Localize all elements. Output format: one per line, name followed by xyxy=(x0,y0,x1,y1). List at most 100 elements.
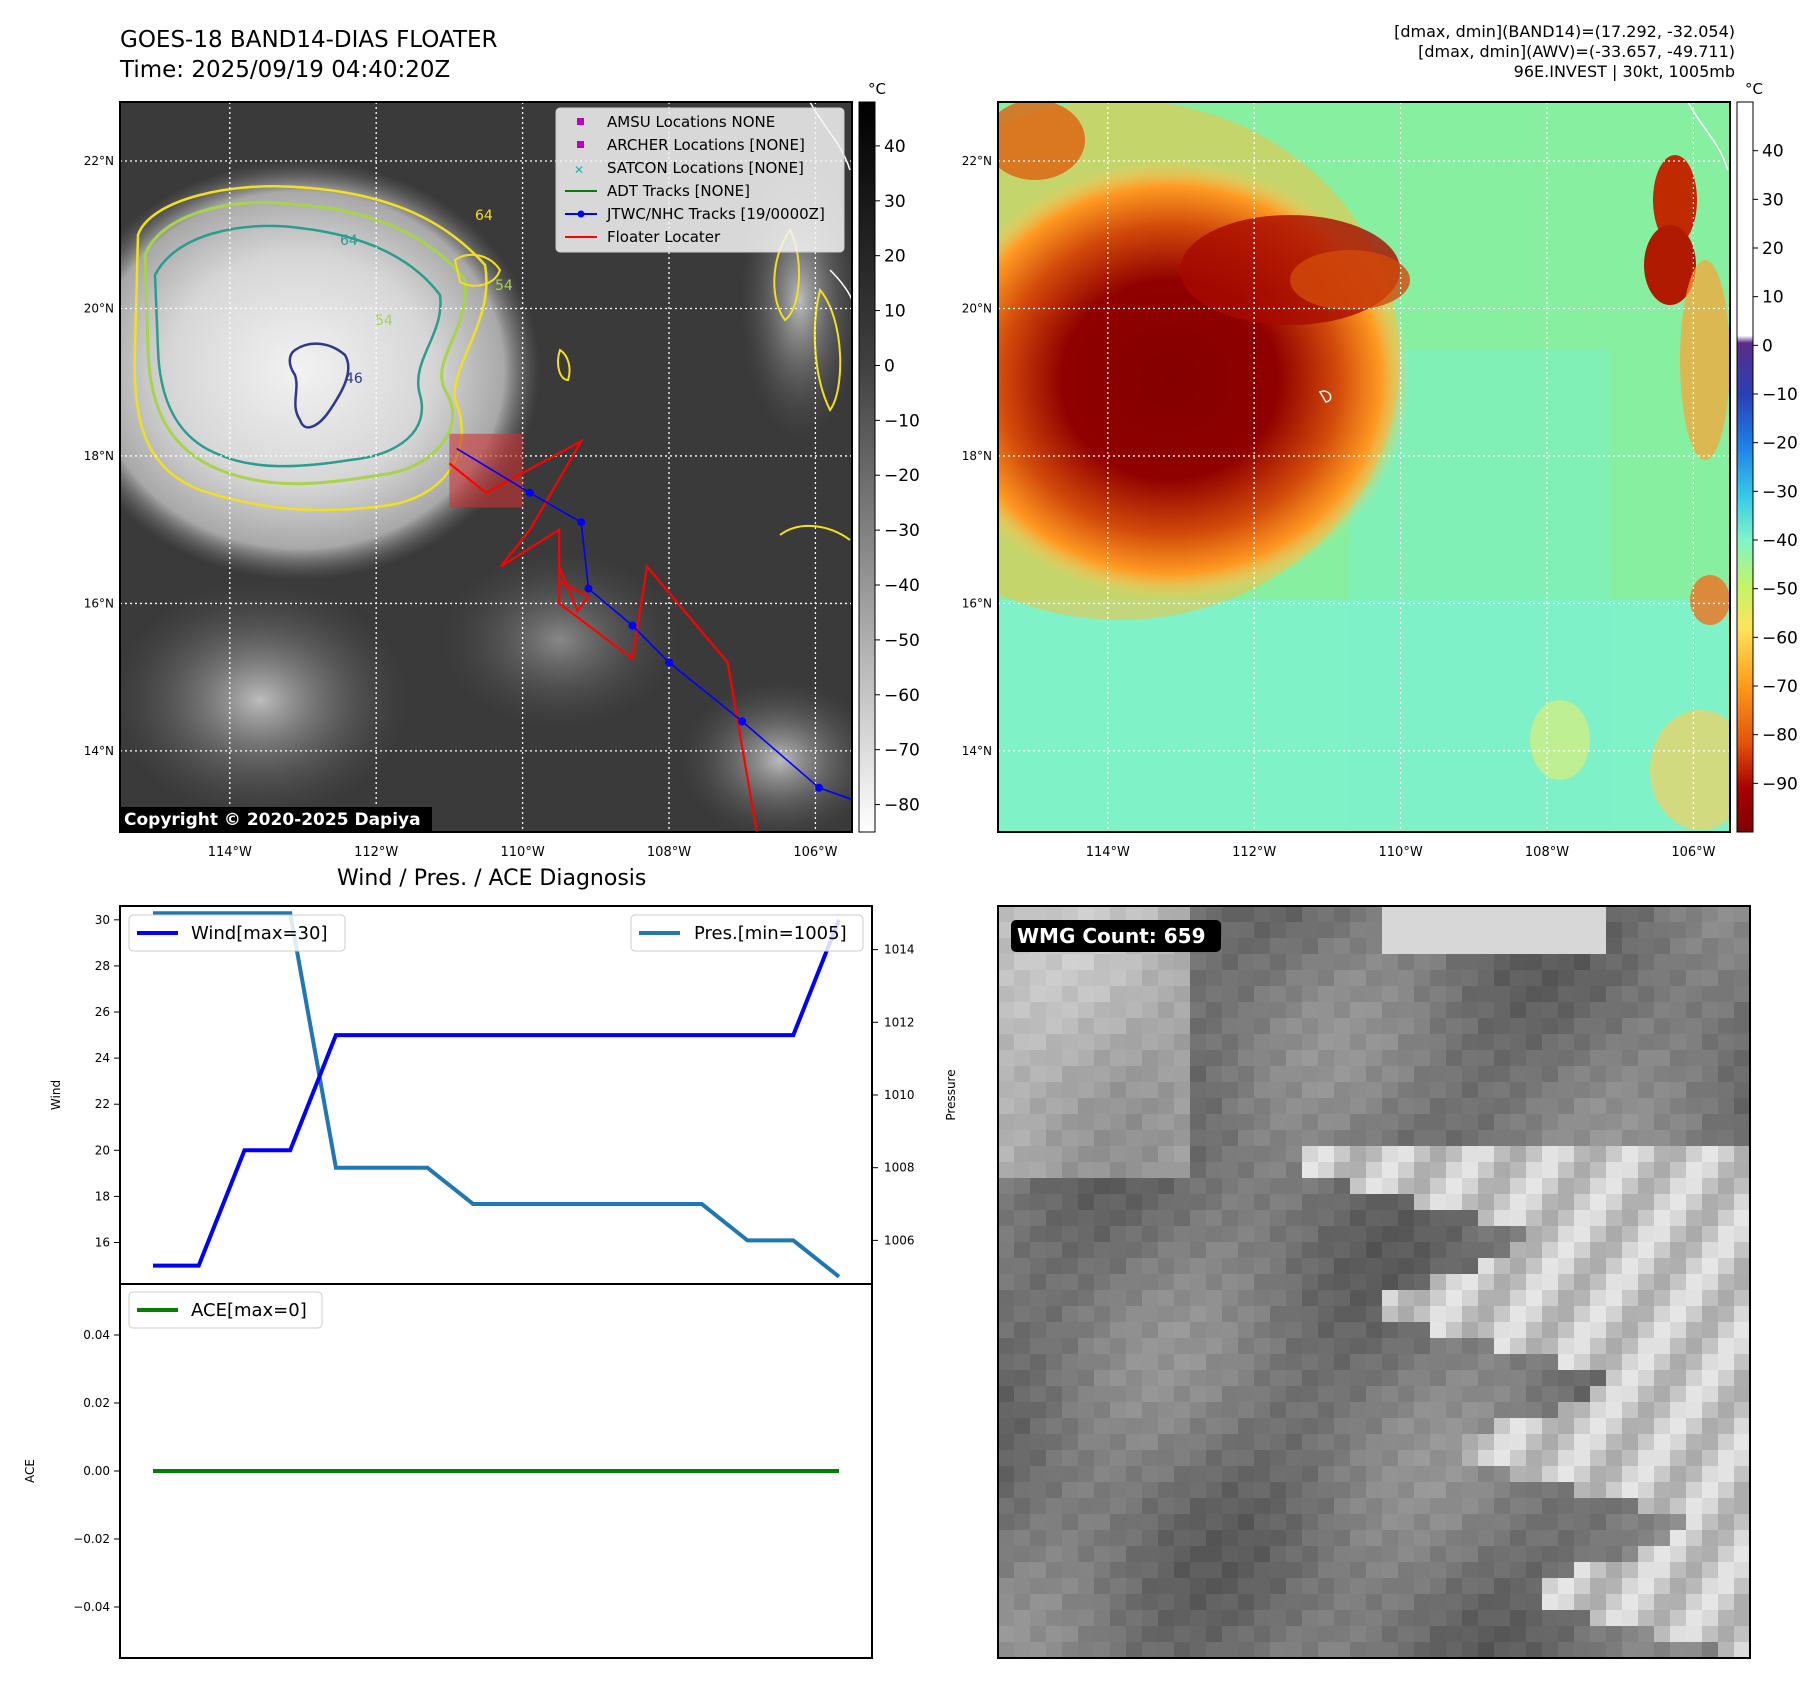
wmg-pixel xyxy=(1190,1530,1207,1547)
wmg-pixel xyxy=(1574,1002,1591,1019)
wmg-pixel xyxy=(1126,1450,1143,1467)
ace-tick-label: −0.04 xyxy=(73,1600,110,1614)
wmg-pixel xyxy=(1558,986,1575,1003)
wmg-pixel xyxy=(1558,1370,1575,1387)
wmg-pixel xyxy=(1046,1450,1063,1467)
wmg-pixel xyxy=(1734,1498,1750,1515)
wmg-pixel xyxy=(1078,1434,1095,1451)
wmg-pixel xyxy=(1046,1322,1063,1339)
wmg-pixel xyxy=(1702,1450,1719,1467)
wmg-pixel xyxy=(1030,1338,1047,1355)
wmg-pixel xyxy=(1446,1258,1463,1275)
wmg-pixel xyxy=(1462,1514,1479,1531)
wmg-pixel xyxy=(1382,906,1399,923)
wmg-pixel xyxy=(1622,1450,1639,1467)
wmg-pixel xyxy=(1702,1226,1719,1243)
wmg-pixel xyxy=(1062,1482,1079,1499)
wmg-pixel xyxy=(1686,1114,1703,1131)
wmg-pixel xyxy=(1158,1226,1175,1243)
wmg-pixel xyxy=(1670,1546,1687,1563)
wmg-pixel xyxy=(1526,1002,1543,1019)
wmg-pixel xyxy=(1622,1498,1639,1515)
wmg-pixel xyxy=(1238,1130,1255,1147)
wmg-pixel xyxy=(1382,1466,1399,1483)
colorbar-tick-label: −60 xyxy=(1762,628,1798,648)
wmg-pixel xyxy=(1654,1242,1671,1259)
wmg-pixel xyxy=(1606,1338,1623,1355)
wmg-pixel xyxy=(1014,1338,1031,1355)
wmg-pixel xyxy=(1094,1466,1111,1483)
wmg-pixel xyxy=(1206,1098,1223,1115)
wmg-pixel xyxy=(1190,1066,1207,1083)
wmg-pixel xyxy=(1430,970,1447,987)
wmg-pixel xyxy=(1590,1482,1607,1499)
wmg-pixel xyxy=(1542,1242,1559,1259)
wmg-pixel xyxy=(1222,922,1239,939)
wmg-pixel xyxy=(1014,1226,1031,1243)
wmg-pixel xyxy=(1510,1242,1527,1259)
wmg-pixel xyxy=(1062,970,1079,987)
wmg-pixel xyxy=(1606,1242,1623,1259)
wmg-pixel xyxy=(1190,1018,1207,1035)
wmg-pixel xyxy=(1494,1242,1511,1259)
wmg-pixel xyxy=(1046,1098,1063,1115)
wmg-pixel xyxy=(1702,1530,1719,1547)
wmg-pixel xyxy=(1286,1626,1303,1643)
wmg-pixel xyxy=(1462,1546,1479,1563)
wmg-pixel xyxy=(1398,1466,1415,1483)
wmg-pixel xyxy=(1526,906,1543,923)
wmg-pixel xyxy=(1398,970,1415,987)
wmg-pixel xyxy=(1222,1098,1239,1115)
ace-tick-label: −0.02 xyxy=(73,1532,110,1546)
wmg-pixel xyxy=(1558,1306,1575,1323)
jtwc-track-point xyxy=(584,584,593,593)
wmg-pixel xyxy=(1622,1578,1639,1595)
wmg-pixel xyxy=(1670,1162,1687,1179)
wmg-pixel xyxy=(1030,1594,1047,1611)
wmg-pixel xyxy=(1366,1370,1383,1387)
wmg-pixel xyxy=(1446,1242,1463,1259)
wmg-pixel xyxy=(1430,1034,1447,1051)
wmg-pixel xyxy=(1510,1226,1527,1243)
wmg-pixel xyxy=(1622,922,1639,939)
wmg-pixel xyxy=(1350,1178,1367,1195)
wmg-pixel xyxy=(1414,1498,1431,1515)
wmg-pixel xyxy=(1446,1354,1463,1371)
wmg-pixel xyxy=(1030,1418,1047,1435)
wmg-pixel xyxy=(1686,1274,1703,1291)
ace-tick-label: 0.00 xyxy=(83,1464,110,1478)
wmg-pixel xyxy=(1110,1546,1127,1563)
wmg-pixel xyxy=(1382,1610,1399,1627)
wmg-pixel xyxy=(1526,1178,1543,1195)
wmg-pixel xyxy=(1206,1338,1223,1355)
wmg-pixel xyxy=(1078,1610,1095,1627)
wmg-pixel xyxy=(1430,1434,1447,1451)
wmg-pixel xyxy=(1654,1178,1671,1195)
wmg-pixel xyxy=(1222,1530,1239,1547)
colorbar-tick-label: −30 xyxy=(884,521,920,541)
wmg-pixel xyxy=(1446,1370,1463,1387)
wmg-pixel xyxy=(1094,1114,1111,1131)
wmg-pixel xyxy=(1254,1194,1271,1211)
wmg-pixel xyxy=(1094,1306,1111,1323)
wmg-pixel xyxy=(1126,1290,1143,1307)
wmg-pixel xyxy=(1590,1642,1607,1658)
wmg-pixel xyxy=(1110,1354,1127,1371)
wmg-pixel xyxy=(1110,1578,1127,1595)
wmg-pixel xyxy=(1526,1386,1543,1403)
colorbar-tick-label: 0 xyxy=(884,356,895,376)
wmg-pixel xyxy=(1142,1322,1159,1339)
wmg-pixel xyxy=(1654,1098,1671,1115)
wmg-pixel xyxy=(1254,1082,1271,1099)
wmg-pixel xyxy=(1014,1354,1031,1371)
wmg-pixel xyxy=(1238,1450,1255,1467)
wmg-pixel xyxy=(998,1050,1015,1067)
wmg-pixel xyxy=(1238,906,1255,923)
wmg-pixel xyxy=(1318,1306,1335,1323)
wmg-pixel xyxy=(1590,1610,1607,1627)
wmg-pixel xyxy=(1350,1210,1367,1227)
wmg-pixel xyxy=(1302,1178,1319,1195)
wmg-pixel xyxy=(1734,970,1750,987)
wmg-pixel xyxy=(1654,1562,1671,1579)
wmg-pixel xyxy=(1270,1018,1287,1035)
